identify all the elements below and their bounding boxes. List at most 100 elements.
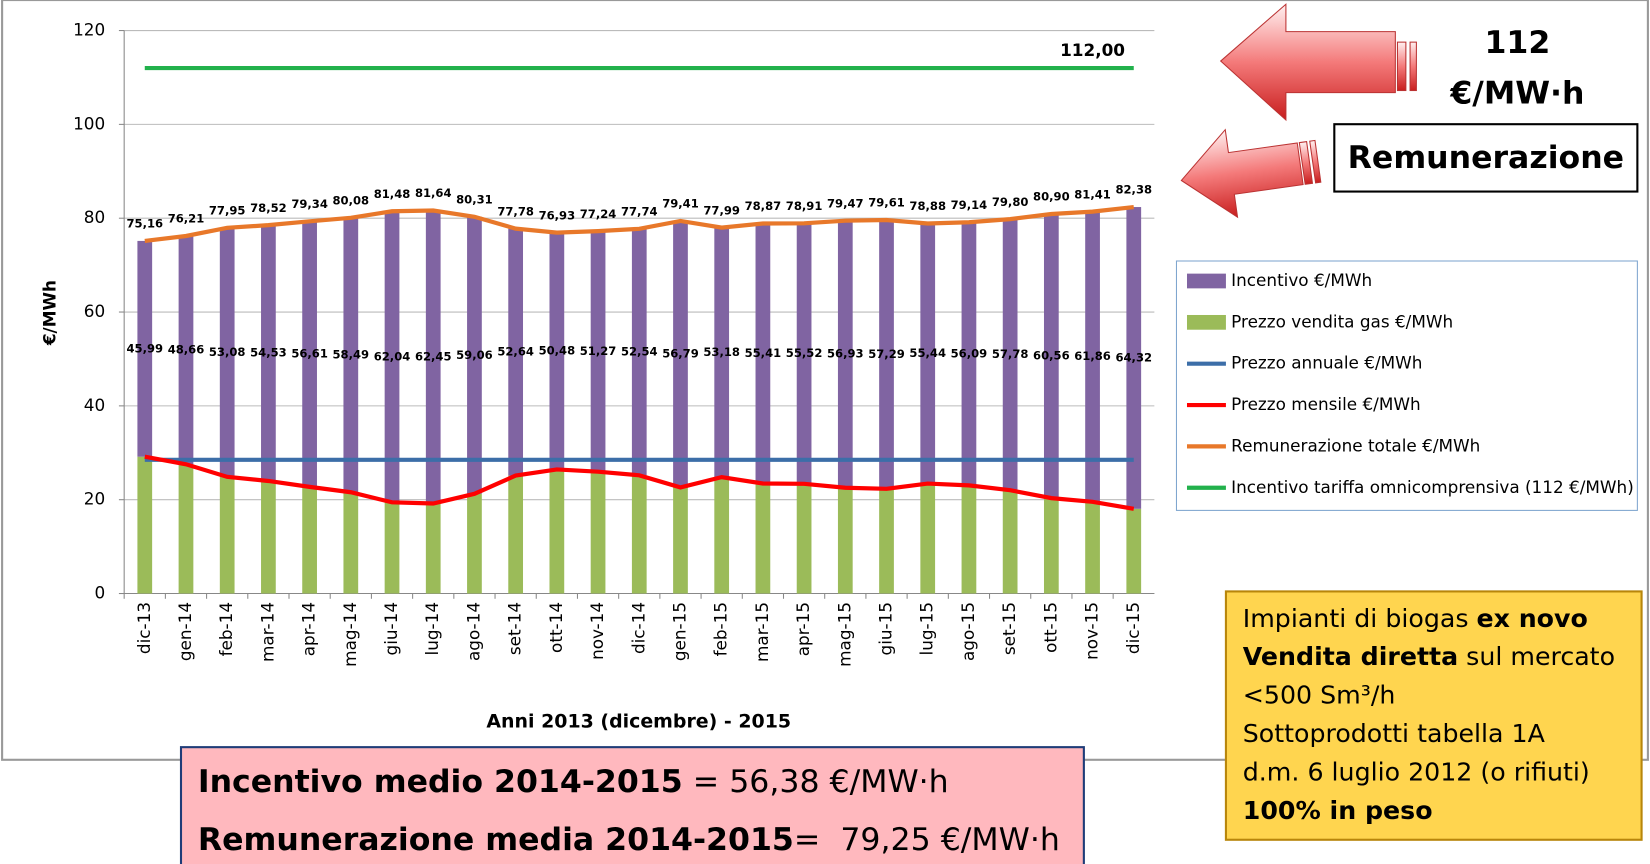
bar — [714, 477, 730, 594]
bar — [961, 485, 977, 594]
legend-label: Prezzo mensile €/MWh — [1231, 394, 1420, 414]
data-label: 77,99 — [703, 203, 740, 217]
bar — [961, 222, 977, 486]
bar — [425, 210, 441, 504]
data-label: 75,16 — [126, 217, 163, 231]
tariff-value: 112 — [1484, 25, 1550, 61]
x-tick-label: ago-15 — [958, 602, 978, 661]
bar — [837, 220, 853, 488]
data-label: 59,06 — [456, 348, 493, 362]
bar — [343, 217, 359, 493]
bar — [1126, 207, 1142, 509]
legend-label: Incentivo €/MWh — [1231, 270, 1372, 290]
legend-label: Remunerazione totale €/MWh — [1231, 435, 1480, 455]
bar — [178, 235, 194, 465]
text-run: <500 Sm³/h — [1243, 681, 1396, 710]
text-run: ex novo — [1477, 604, 1588, 633]
text-run: Impianti di biogas — [1243, 604, 1477, 633]
data-label: 81,41 — [1074, 187, 1111, 201]
data-label: 48,66 — [168, 343, 205, 357]
box-line: Sottoprodotti tabella 1A — [1243, 719, 1546, 748]
legend-label: Prezzo annuale €/MWh — [1231, 353, 1422, 373]
y-tick-label: 80 — [84, 207, 105, 227]
data-label: 76,93 — [539, 208, 576, 222]
x-tick-label: ott-14 — [546, 602, 566, 653]
bar — [302, 486, 317, 594]
data-label: 56,93 — [827, 347, 864, 361]
box-line: <500 Sm³/h — [1243, 681, 1396, 710]
bar — [261, 225, 276, 481]
data-label: 54,53 — [250, 346, 287, 360]
text-run: Vendita diretta — [1243, 642, 1458, 671]
x-tick-label: mag-15 — [834, 602, 854, 667]
text-run: sul mercato — [1458, 642, 1615, 671]
y-tick-label: 120 — [73, 20, 105, 40]
bar — [1085, 501, 1100, 594]
bar — [714, 227, 730, 478]
bar — [879, 220, 894, 489]
box-line: Impianti di biogas ex novo — [1243, 604, 1588, 633]
bar — [755, 223, 771, 484]
data-label: 81,48 — [374, 187, 411, 201]
bar — [1002, 490, 1018, 594]
bar — [590, 231, 606, 472]
data-label: 52,64 — [497, 345, 534, 359]
data-label: 56,79 — [662, 347, 699, 361]
y-tick-label: 100 — [73, 113, 105, 133]
data-label: 64,32 — [1115, 350, 1152, 364]
data-label: 79,61 — [868, 196, 905, 210]
bar — [219, 227, 235, 477]
data-label: 58,49 — [333, 348, 370, 362]
bar — [549, 232, 565, 470]
x-tick-label: gen-15 — [669, 602, 689, 661]
bar — [920, 223, 936, 484]
x-tick-label: feb-14 — [216, 602, 236, 656]
text-run: = 56,38 €/MW·h — [683, 764, 949, 800]
data-label: 55,41 — [745, 346, 782, 360]
arrow — [1180, 128, 1304, 219]
bar — [920, 483, 936, 594]
remuneration-label: Remunerazione — [1348, 140, 1624, 176]
bar — [549, 469, 565, 594]
y-tick-label: 40 — [84, 395, 105, 415]
data-label: 51,27 — [580, 344, 617, 358]
x-tick-label: dic-15 — [1123, 602, 1143, 654]
bar — [631, 475, 647, 594]
x-tick-label: ott-15 — [1040, 602, 1060, 653]
data-label: 77,24 — [580, 207, 617, 221]
data-label: 55,52 — [786, 346, 823, 360]
bar — [219, 476, 235, 594]
data-label: 79,80 — [992, 195, 1029, 209]
data-label: 78,91 — [786, 199, 823, 213]
data-label: 78,52 — [250, 201, 287, 215]
bar — [384, 502, 400, 594]
bar — [1002, 219, 1018, 491]
bar — [508, 228, 524, 476]
summary-box — [179, 746, 1085, 864]
bar — [137, 456, 153, 594]
y-axis-label: €/MWh — [40, 280, 60, 346]
data-label: 80,90 — [1033, 190, 1070, 204]
data-label: 53,08 — [209, 345, 246, 359]
remuneration-box — [1333, 123, 1639, 193]
box-line: 100% in peso — [1243, 796, 1433, 825]
bar — [178, 464, 194, 594]
text-run: Incentivo medio 2014-2015 — [198, 764, 683, 800]
bar — [755, 483, 771, 594]
data-label: 112,00 — [1060, 40, 1125, 60]
bar — [261, 480, 276, 594]
data-label: 79,34 — [291, 197, 328, 211]
data-label: 57,78 — [992, 347, 1029, 361]
data-label: 77,74 — [621, 204, 658, 218]
y-tick-label: 60 — [84, 301, 105, 321]
data-label: 76,21 — [168, 212, 205, 226]
x-tick-label: set-15 — [999, 602, 1019, 655]
data-label: 82,38 — [1115, 183, 1152, 197]
x-tick-label: apr-15 — [793, 602, 813, 656]
bar — [673, 487, 688, 594]
box-line: Remunerazione media 2014-2015= 79,25 €/M… — [198, 822, 1060, 858]
bar — [467, 216, 482, 494]
data-label: 50,48 — [539, 344, 576, 358]
